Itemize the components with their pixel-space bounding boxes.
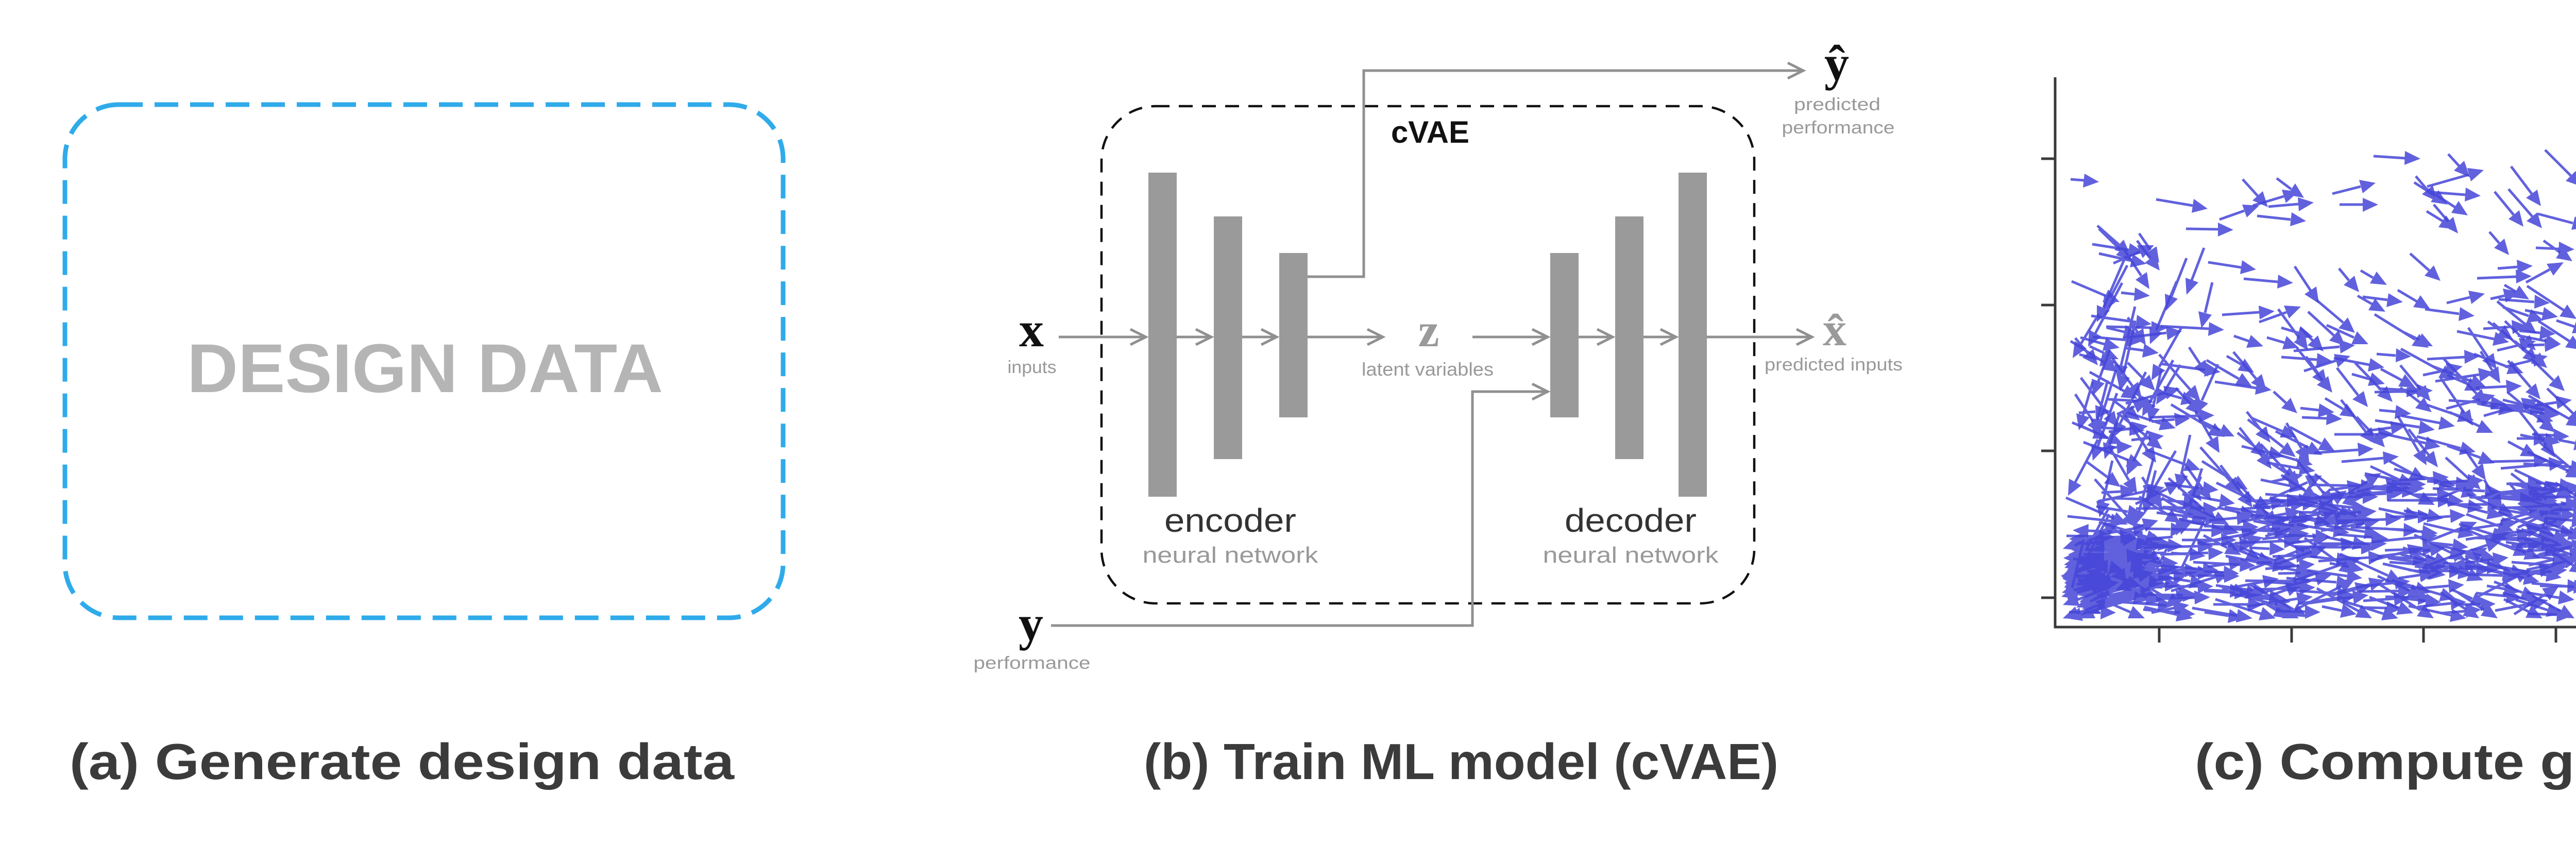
- svg-text:z: z: [1418, 304, 1439, 357]
- svg-text:DESIGN DATA: DESIGN DATA: [187, 330, 663, 407]
- svg-text:predicted inputs: predicted inputs: [1765, 355, 1903, 375]
- svg-text:decoder: decoder: [1565, 502, 1697, 539]
- svg-text:x: x: [1019, 302, 1044, 357]
- svg-text:encoder: encoder: [1164, 502, 1296, 539]
- svg-text:inputs: inputs: [1008, 358, 1057, 377]
- svg-text:neural network: neural network: [1543, 543, 1719, 568]
- svg-text:predicted: predicted: [1794, 95, 1880, 114]
- svg-text:latent variables: latent variables: [1362, 359, 1494, 380]
- svg-text:y: y: [1019, 596, 1043, 651]
- svg-text:(a) Generate design data: (a) Generate design data: [70, 733, 735, 790]
- svg-text:ŷ: ŷ: [1824, 36, 1849, 91]
- svg-text:(c) Compute gradients: (c) Compute gradients: [2195, 733, 2576, 790]
- svg-text:cVAE: cVAE: [1391, 115, 1469, 149]
- svg-text:performance: performance: [974, 653, 1091, 673]
- svg-text:x̂: x̂: [1823, 303, 1846, 356]
- svg-text:neural network: neural network: [1143, 543, 1319, 568]
- svg-text:performance: performance: [1782, 118, 1895, 138]
- svg-text:(b) Train ML model (cVAE): (b) Train ML model (cVAE): [1144, 733, 1778, 790]
